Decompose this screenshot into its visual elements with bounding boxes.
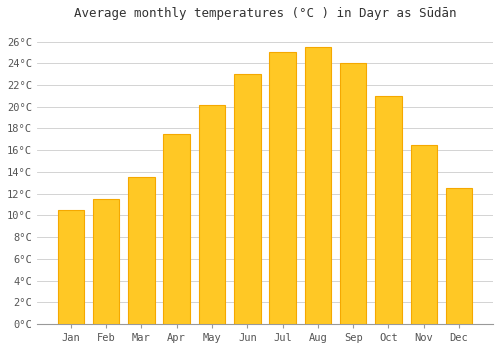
Title: Average monthly temperatures (°C ) in Dayr as Sūdān: Average monthly temperatures (°C ) in Da…: [74, 7, 456, 20]
Bar: [128, 177, 154, 324]
Bar: [234, 74, 260, 324]
Bar: [270, 52, 296, 324]
Bar: [198, 105, 225, 324]
Bar: [340, 63, 366, 324]
Bar: [164, 134, 190, 324]
Bar: [410, 145, 437, 324]
Bar: [375, 96, 402, 324]
Bar: [446, 188, 472, 324]
Bar: [93, 199, 120, 324]
Bar: [58, 210, 84, 324]
Bar: [304, 47, 331, 324]
